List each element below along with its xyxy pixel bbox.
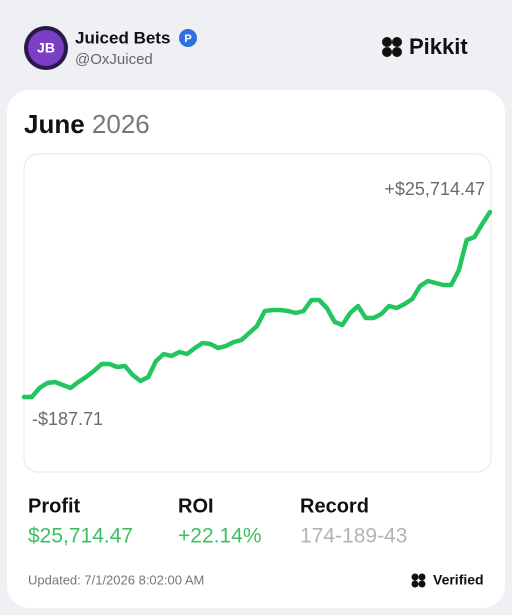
stat-value: +22.14% bbox=[178, 525, 262, 548]
month: June bbox=[24, 109, 85, 139]
year: 2026 bbox=[92, 109, 150, 139]
value-annotation: +$25,714.47 bbox=[384, 179, 485, 199]
account-name: Juiced Bets bbox=[75, 28, 170, 47]
verified-badge: P bbox=[179, 29, 197, 47]
stats: Profit $25,714.47 ROI +22.14% Record 174-189-… bbox=[28, 495, 407, 547]
brand-name: Pikkit bbox=[409, 34, 468, 59]
chart-frame bbox=[23, 153, 492, 473]
stat-label: Record bbox=[300, 495, 369, 517]
stat-label: Profit bbox=[28, 495, 81, 517]
stat-value: $25,714.47 bbox=[28, 525, 133, 548]
stat-value: 174-189-43 bbox=[300, 525, 407, 548]
value-annotation: -$187.71 bbox=[32, 409, 103, 429]
avatar-text: JB bbox=[37, 40, 55, 56]
profit-line bbox=[21, 209, 493, 400]
card-title: June 2026 bbox=[24, 109, 150, 139]
avatar: JB bbox=[24, 26, 68, 70]
verified-label: Verified bbox=[433, 572, 484, 588]
stat-label: ROI bbox=[178, 495, 214, 517]
verified-icon bbox=[411, 573, 426, 588]
brand-logo bbox=[382, 37, 402, 57]
updated-time: Updated: 7/1/2026 8:02:00 AM bbox=[28, 572, 204, 587]
account-handle: @OxJuiced bbox=[75, 51, 153, 68]
chart: +$25,714.47 -$187.71 bbox=[21, 179, 493, 429]
svg-text:P: P bbox=[184, 33, 191, 45]
